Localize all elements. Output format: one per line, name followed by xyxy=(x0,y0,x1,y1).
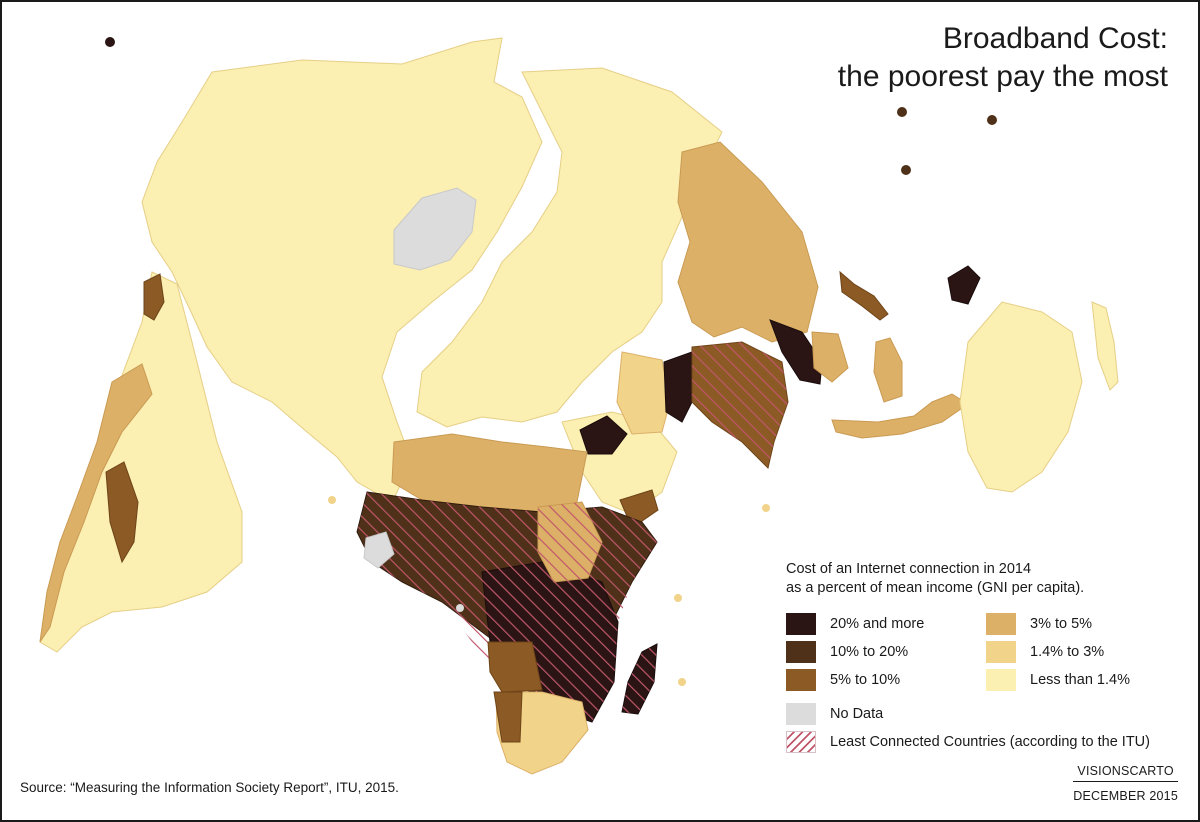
legend-item: 3% to 5% xyxy=(986,612,1186,636)
legend-swatch-no-data xyxy=(786,703,816,725)
legend: Cost of an Internet connection in 2014 a… xyxy=(786,560,1186,754)
legend-label: 10% to 20% xyxy=(830,644,909,660)
legend-label: 3% to 5% xyxy=(1030,616,1093,632)
legend-swatch xyxy=(986,613,1016,635)
legend-item: 5% to 10% xyxy=(786,668,986,692)
island-dot xyxy=(674,594,682,602)
sudan-hatch xyxy=(538,502,602,582)
title-line-1: Broadband Cost: xyxy=(942,22,1168,55)
angola-region xyxy=(487,641,543,693)
legend-heading: Cost of an Internet connection in 2014 a… xyxy=(786,560,1186,598)
iraq-region xyxy=(579,415,628,455)
west-africa-no-data xyxy=(363,531,395,569)
legend-item: 1.4% to 3% xyxy=(986,640,1186,664)
legend-label: 20% and more xyxy=(830,616,925,632)
south-asia-hatch xyxy=(692,342,788,468)
legend-label-no-data: No Data xyxy=(830,706,884,722)
namibia-region xyxy=(493,691,523,743)
legend-item: 20% and more xyxy=(786,612,986,636)
madagascar-hatch xyxy=(622,644,657,714)
legend-classes: 20% and more 3% to 5% 10% to 20% 1.4% to… xyxy=(786,612,1186,692)
bolivia-region xyxy=(105,461,139,564)
credit-author: VISIONSCARTO xyxy=(1073,764,1178,782)
indochina-region xyxy=(811,331,849,383)
legend-swatch xyxy=(986,669,1016,691)
central-america-strip xyxy=(143,273,165,321)
legend-heading-line-1: Cost of an Internet connection in 2014 xyxy=(786,561,1032,577)
map-title: Broadband Cost: the poorest pay the most xyxy=(838,20,1168,96)
legend-swatch xyxy=(786,669,816,691)
island-dot xyxy=(678,678,686,686)
island-dot xyxy=(987,115,997,125)
afghanistan-region xyxy=(663,351,693,423)
new-zealand-region xyxy=(1091,301,1119,391)
legend-label: 1.4% to 3% xyxy=(1030,644,1105,660)
legend-extra: No Data Least Connected Countries (accor… xyxy=(786,702,1186,754)
island-dot xyxy=(901,165,911,175)
legend-heading-line-2: as a percent of mean income (GNI per cap… xyxy=(786,580,1085,596)
island-dot xyxy=(897,107,907,117)
papua-new-guinea-region xyxy=(947,265,981,305)
island-dot xyxy=(328,496,336,504)
malaysia-region xyxy=(873,337,903,403)
legend-swatch xyxy=(786,641,816,663)
island-dot xyxy=(456,604,464,612)
legend-label-least-connected: Least Connected Countries (according to … xyxy=(830,734,1150,750)
title-line-2: the poorest pay the most xyxy=(837,60,1168,93)
legend-swatch xyxy=(786,613,816,635)
legend-label: Less than 1.4% xyxy=(1030,672,1130,688)
legend-item: Less than 1.4% xyxy=(986,668,1186,692)
greenland-no-data xyxy=(393,187,477,271)
australia-landmass xyxy=(959,301,1083,493)
credit-date: DECEMBER 2015 xyxy=(1073,789,1178,803)
credit: VISIONSCARTO DECEMBER 2015 xyxy=(1073,764,1178,803)
myanmar-region xyxy=(769,319,823,385)
indonesia-region xyxy=(831,393,969,439)
legend-item: 10% to 20% xyxy=(786,640,986,664)
source-note: Source: “Measuring the Information Socie… xyxy=(20,780,399,795)
island-dot xyxy=(762,504,770,512)
north-africa-region xyxy=(391,433,588,513)
legend-swatch xyxy=(986,641,1016,663)
island-dot xyxy=(105,37,115,47)
legend-item-no-data: No Data xyxy=(786,702,1186,726)
iran-region xyxy=(616,351,671,435)
philippines-region xyxy=(839,270,889,321)
china-region xyxy=(677,141,819,343)
legend-item-least-connected: Least Connected Countries (according to … xyxy=(786,730,1186,754)
south-america-west-coast xyxy=(39,363,153,643)
legend-swatch-hatch xyxy=(786,731,816,753)
legend-label: 5% to 10% xyxy=(830,672,901,688)
